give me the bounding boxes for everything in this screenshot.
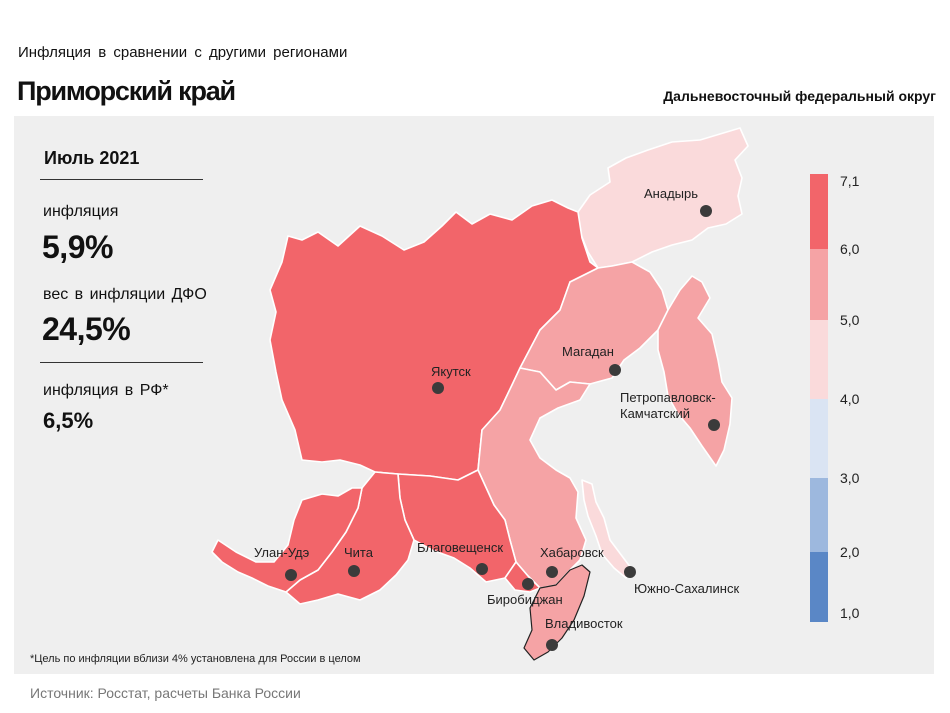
city-label-yakutsk: Якутск <box>431 364 471 379</box>
region-magadan <box>519 261 669 391</box>
city-marker-anadyr <box>700 205 712 217</box>
rf-inflation-label: инфляция в РФ* <box>43 382 169 399</box>
city-label-petropavlovsk-1: Петропавловск- <box>620 390 716 405</box>
rf-inflation-value: 6,5% <box>43 408 94 433</box>
weight-label: вес в инфляции ДФО <box>43 286 207 303</box>
city-label-chita: Чита <box>344 545 374 560</box>
city-label-ulan-ude: Улан-Удэ <box>254 545 310 560</box>
city-label-magadan: Магадан <box>562 344 614 359</box>
footnote: *Цель по инфляции вблизи 4% установлена … <box>30 653 361 665</box>
city-marker-chita <box>348 565 360 577</box>
city-label-blagoveshchensk: Благовещенск <box>417 540 503 555</box>
period-label: Июль 2021 <box>44 148 140 168</box>
inflation-label: инфляция <box>43 203 119 220</box>
region-sakhalin <box>581 479 635 579</box>
city-label-yuzhno-sakhalinsk: Южно-Сахалинск <box>634 581 739 596</box>
legend-tick-5-0: 5,0 <box>840 312 860 328</box>
legend-bin-2-3 <box>810 478 828 552</box>
legend-tick-7-1: 7,1 <box>840 173 860 189</box>
city-marker-blagoveshchensk <box>476 563 488 575</box>
city-label-khabarovsk: Хабаровск <box>540 545 604 560</box>
city-marker-magadan <box>609 364 621 376</box>
legend-bin-1-2 <box>810 552 828 622</box>
region-title: Приморский край <box>17 76 236 106</box>
city-marker-ulan-ude <box>285 569 297 581</box>
city-label-petropavlovsk-2: Камчатский <box>620 406 690 421</box>
map-subtitle: Инфляция в сравнении с другими регионами <box>18 44 348 61</box>
legend-bin-3-4 <box>810 399 828 478</box>
city-markers <box>285 205 720 651</box>
legend-tick-6-0: 6,0 <box>840 241 860 257</box>
divider-top <box>40 179 203 180</box>
city-marker-yakutsk <box>432 382 444 394</box>
region-buryatia <box>211 487 363 593</box>
city-label-vladivostok: Владивосток <box>545 616 623 631</box>
legend-tick-3-0: 3,0 <box>840 470 860 486</box>
city-marker-petropavlovsk <box>708 419 720 431</box>
city-marker-vladivostok <box>546 639 558 651</box>
color-legend: 7,1 6,0 5,0 4,0 3,0 2,0 1,0 <box>810 173 860 622</box>
divider-bottom <box>40 362 203 363</box>
legend-bin-4-5 <box>810 320 828 399</box>
source-note: Источник: Росстат, расчеты Банка России <box>30 685 301 701</box>
legend-tick-4-0: 4,0 <box>840 391 860 407</box>
legend-tick-2-0: 2,0 <box>840 544 860 560</box>
city-marker-khabarovsk <box>546 566 558 578</box>
city-label-anadyr: Анадырь <box>644 186 698 201</box>
legend-bin-5-6 <box>810 249 828 320</box>
city-marker-birobidzhan <box>522 578 534 590</box>
region-primorye <box>523 564 591 661</box>
district-name: Дальневосточный федеральный округ <box>663 88 936 104</box>
weight-value: 24,5% <box>42 311 131 347</box>
legend-bin-6-7 <box>810 174 828 249</box>
region-kamchatka <box>657 275 733 467</box>
city-marker-yuzhno-sakhalinsk <box>624 566 636 578</box>
city-label-birobidzhan: Биробиджан <box>487 592 563 607</box>
inflation-value: 5,9% <box>42 229 113 265</box>
legend-tick-1-0: 1,0 <box>840 605 860 621</box>
